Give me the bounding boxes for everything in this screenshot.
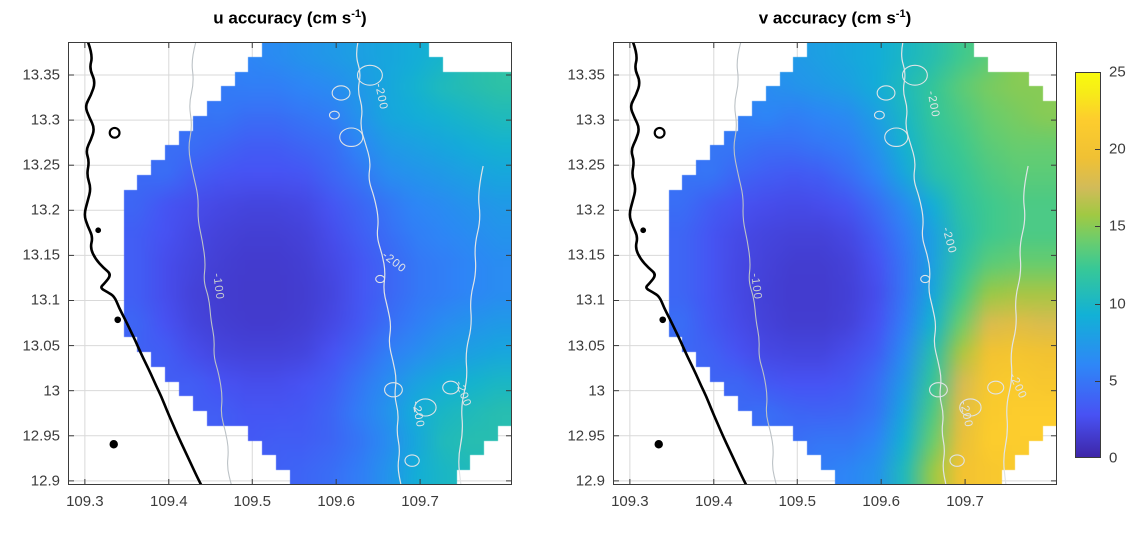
contour-200m-loop <box>929 382 948 398</box>
coastline-v <box>628 42 748 485</box>
panel-v-title-text: v accuracy (cm s <box>758 8 896 28</box>
y-tick-label-v: 13.25 <box>567 156 605 174</box>
x-tick-label-u: 109.6 <box>317 493 355 510</box>
y-tick-label-v: 13 <box>588 382 605 400</box>
y-tick-label-u: 13.15 <box>22 246 60 264</box>
panel-v-title-sup: -1 <box>895 8 906 20</box>
island <box>114 316 122 324</box>
y-tick-label-v: 13.2 <box>575 201 605 219</box>
contour-200m-loop <box>987 380 1005 395</box>
x-tick-label-u: 109.5 <box>233 493 272 510</box>
y-tick-label-v: 13.15 <box>567 246 605 264</box>
contour-label: -200 <box>940 226 959 255</box>
colorbar-tick-mark <box>1095 226 1101 228</box>
contour-100m-u <box>188 42 232 485</box>
y-tick-label-v: 12.9 <box>575 472 605 490</box>
contour-200m-loop <box>356 64 383 86</box>
colorbar-tick-mark <box>1095 149 1101 151</box>
y-tick-label-u: 13.3 <box>30 111 60 129</box>
contour-200m-branch-v <box>1003 165 1029 485</box>
island <box>659 316 667 324</box>
panel-u-title-close: ) <box>361 8 367 28</box>
y-tick-label-u: 13.25 <box>22 156 60 174</box>
heatmap-canvas-v <box>613 42 1057 485</box>
island <box>654 440 663 449</box>
colorbar-tick-label: 15 <box>1109 217 1126 235</box>
x-tick-label-v: 109.4 <box>695 493 733 510</box>
panel-v-title: v accuracy (cm s-1) <box>613 8 1057 29</box>
colorbar-tick-mark <box>1095 303 1101 305</box>
contour-200m-loop <box>404 454 420 467</box>
coastline-u <box>83 42 203 485</box>
contour-200m-loop <box>331 85 351 101</box>
y-tick-label-v: 12.95 <box>567 427 605 445</box>
contour-200m-loop <box>375 274 386 284</box>
contour-200m-loop <box>884 127 909 148</box>
island <box>640 227 647 234</box>
contour-200m-loop <box>920 274 931 284</box>
y-tick-label-u: 13.1 <box>30 291 60 309</box>
panel-v-axes: -100 -200 -200 -200 -200 <box>613 42 1057 485</box>
x-tick-label-v: 109.6 <box>862 493 900 510</box>
y-tick-label-u: 13.2 <box>30 201 60 219</box>
heatmap-canvas-u <box>68 42 512 485</box>
contour-200m-loop <box>949 454 965 467</box>
contour-label: -200 <box>925 90 942 119</box>
panel-u-axes: -100 -200 -200 -200 -200 <box>68 42 512 485</box>
island <box>95 227 102 234</box>
colorbar-tick-mark <box>1095 380 1101 382</box>
contour-100m-v <box>733 42 777 485</box>
y-tick-label-v: 13.1 <box>575 291 605 309</box>
panel-u-title: u accuracy (cm s-1) <box>68 8 512 29</box>
panel-u-title-text: u accuracy (cm s <box>213 8 352 28</box>
contour-label: -200 <box>1006 371 1028 401</box>
contour-200m-loop <box>442 380 460 395</box>
contour-200m-loop <box>384 382 403 398</box>
contour-200m-loop <box>873 110 885 120</box>
contour-label: -100 <box>210 272 225 300</box>
contour-200m-loop <box>959 398 982 417</box>
island <box>108 126 121 139</box>
colorbar-tick-label: 5 <box>1109 372 1118 390</box>
x-tick-label-v: 109.5 <box>778 493 817 510</box>
island <box>653 126 666 139</box>
contour-label: -200 <box>957 400 974 429</box>
colorbar-tick-label: 0 <box>1109 449 1118 467</box>
contour-label: -100 <box>748 272 763 300</box>
contour-200m-v <box>901 42 947 485</box>
x-tick-label-u: 109.3 <box>66 493 104 510</box>
y-tick-label-v: 13.3 <box>575 111 605 129</box>
x-tick-label-u: 109.4 <box>150 493 188 510</box>
y-tick-label-u: 12.95 <box>22 427 60 445</box>
contour-200m-loop <box>414 398 437 417</box>
contour-200m-loop <box>328 110 340 120</box>
colorbar-tick-label: 10 <box>1109 295 1126 313</box>
y-tick-label-u: 13.05 <box>22 337 60 355</box>
contour-label: -200 <box>453 379 474 409</box>
contour-label: -200 <box>409 400 426 429</box>
y-tick-label-v: 13.35 <box>567 66 605 84</box>
contour-200m-loop <box>876 85 896 101</box>
overlay-u: -100-200-200-200-200 <box>68 42 512 485</box>
y-tick-label-u: 13.35 <box>22 66 60 84</box>
island <box>109 440 118 449</box>
y-tick-label-u: 12.9 <box>30 472 60 490</box>
contour-200m-u <box>356 42 402 485</box>
y-tick-label-v: 13.05 <box>567 337 605 355</box>
x-tick-label-u: 109.7 <box>401 493 439 510</box>
contour-label: -200 <box>372 82 389 111</box>
colorbar-tick-label: 20 <box>1109 140 1126 158</box>
panel-v-title-close: ) <box>905 8 912 28</box>
overlay-v: -100 -200 -200 -200 -200 <box>613 42 1057 485</box>
panel-u-title-sup: -1 <box>351 8 362 20</box>
contour-200m-loop <box>901 64 928 86</box>
contour-200m-loop <box>339 127 364 148</box>
colorbar-tick-label: 25 <box>1109 63 1126 81</box>
x-tick-label-v: 109.7 <box>946 493 984 510</box>
contour-200m-branch-u <box>458 165 484 485</box>
colorbar <box>1075 72 1101 458</box>
x-tick-label-v: 109.3 <box>611 493 649 510</box>
y-tick-label-u: 13 <box>43 382 60 400</box>
